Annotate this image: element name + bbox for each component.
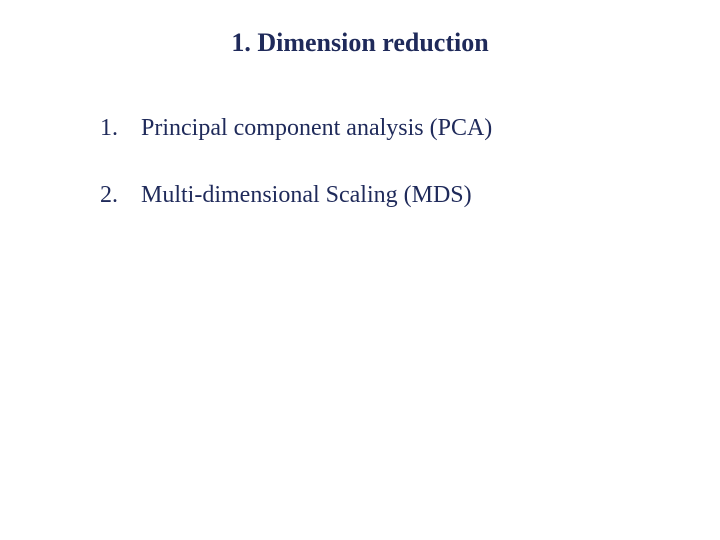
slide: 1. Dimension reduction 1. Principal comp… (0, 0, 720, 540)
list-item: 2. Multi-dimensional Scaling (MDS) (100, 182, 492, 209)
list-item-text: Principal component analysis (PCA) (141, 115, 492, 141)
slide-title: 1. Dimension reduction (0, 28, 720, 58)
list-item-number: 2. (100, 182, 135, 209)
list-item-text: Multi-dimensional Scaling (MDS) (141, 182, 472, 208)
list-item: 1. Principal component analysis (PCA) (100, 115, 492, 142)
list-item-number: 1. (100, 115, 135, 142)
outline-list: 1. Principal component analysis (PCA) 2.… (100, 115, 492, 249)
